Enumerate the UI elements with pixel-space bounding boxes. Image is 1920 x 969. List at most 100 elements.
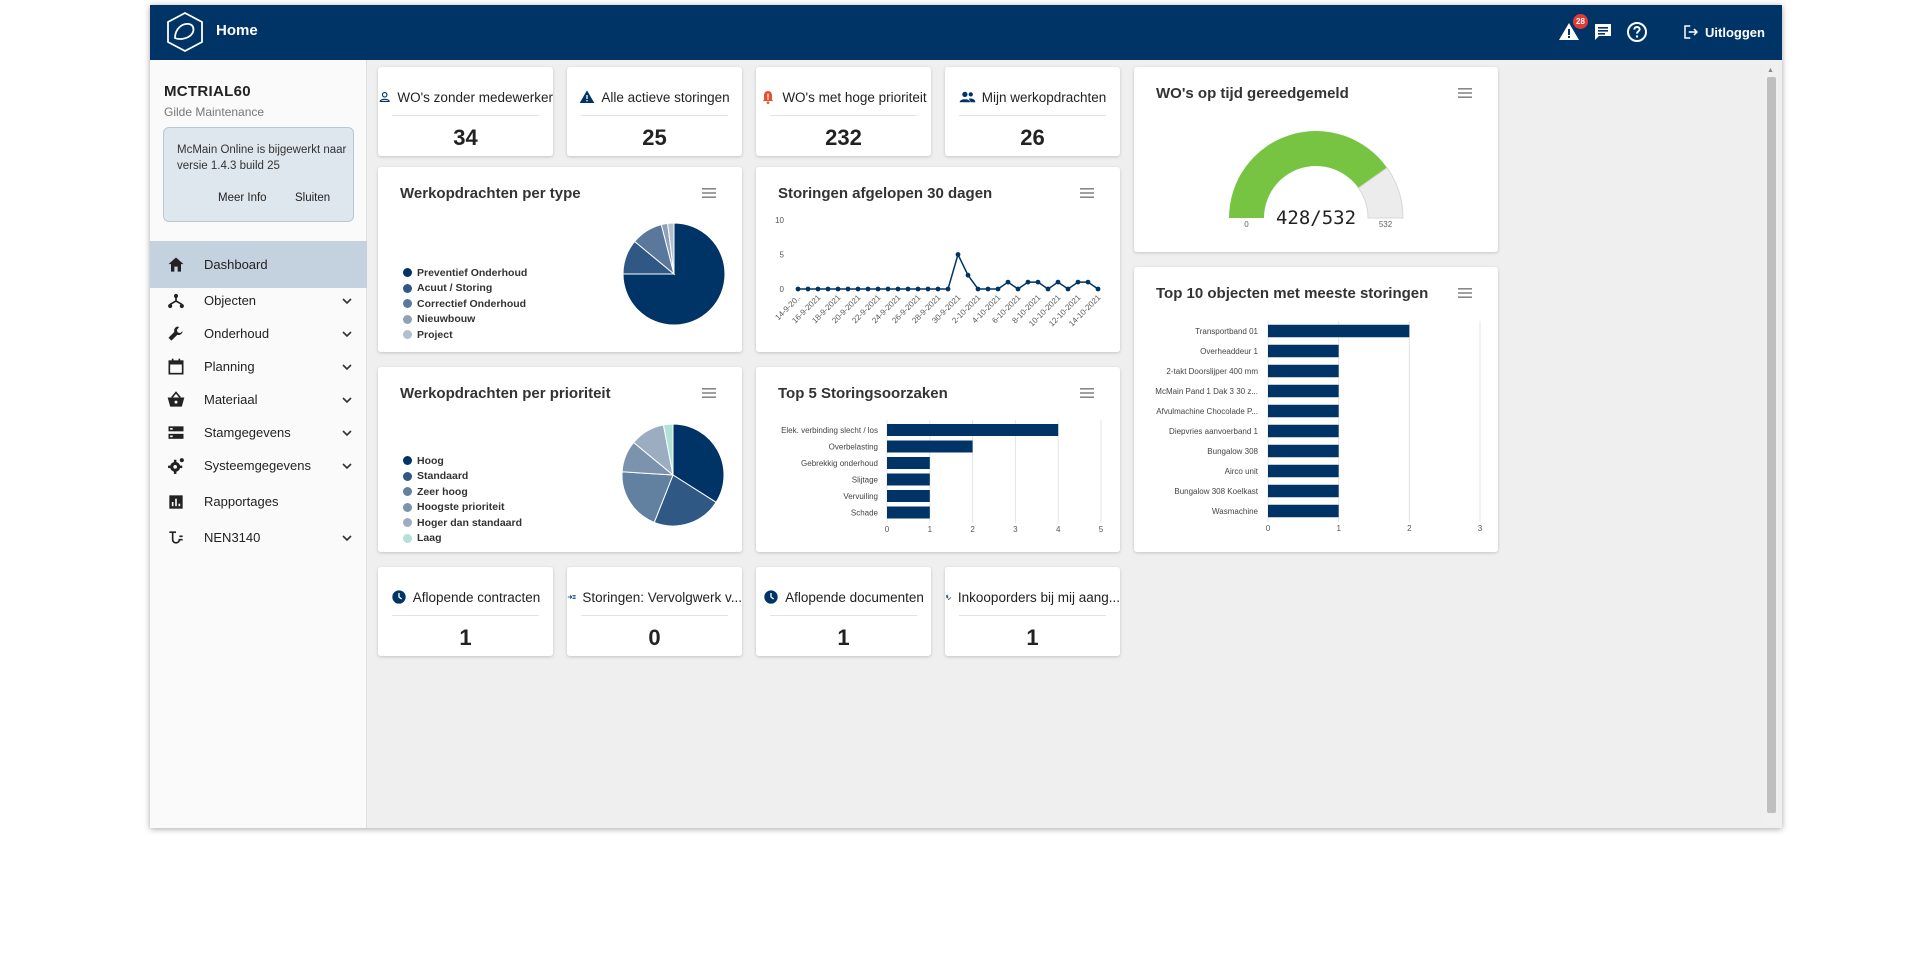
data-point[interactable] <box>895 286 901 292</box>
data-point[interactable] <box>1075 279 1081 285</box>
data-point[interactable] <box>1055 279 1061 285</box>
data-point[interactable] <box>1025 279 1031 285</box>
bar[interactable] <box>1268 484 1339 498</box>
data-point[interactable] <box>1005 279 1011 285</box>
data-point[interactable] <box>1095 286 1101 292</box>
scrollbar-thumb[interactable] <box>1767 77 1776 813</box>
legend-item[interactable]: Project <box>403 327 527 343</box>
kpi-card[interactable]: Aflopende documenten 1 <box>756 567 931 656</box>
help-icon[interactable] <box>1625 20 1649 44</box>
legend-item[interactable]: Correctief Onderhoud <box>403 296 527 312</box>
data-point[interactable] <box>1045 286 1051 292</box>
pie-slice[interactable] <box>633 223 675 276</box>
sidebar-item-dashboard[interactable]: Dashboard <box>150 241 367 288</box>
bar[interactable] <box>887 473 930 486</box>
menu-icon[interactable] <box>1458 87 1472 99</box>
legend-item[interactable]: Hoger dan standaard <box>403 515 522 531</box>
data-point[interactable] <box>965 272 971 278</box>
bar[interactable] <box>1268 424 1339 438</box>
legend-item[interactable]: Acuut / Storing <box>403 281 527 297</box>
bar[interactable] <box>887 424 1059 436</box>
data-point[interactable] <box>1035 279 1041 285</box>
sidebar-item-systeemgegevens[interactable]: Systeemgegevens <box>150 442 367 489</box>
bar[interactable] <box>1268 504 1339 518</box>
data-point[interactable] <box>995 286 1001 292</box>
data-point[interactable] <box>835 286 841 292</box>
pie-slice[interactable] <box>622 222 726 326</box>
data-point[interactable] <box>1015 286 1021 292</box>
menu-icon[interactable] <box>1080 187 1094 199</box>
menu-icon[interactable] <box>702 387 716 399</box>
pie-slice[interactable] <box>622 240 676 275</box>
sidebar-item-rapportages[interactable]: Rapportages <box>150 478 367 525</box>
data-point[interactable] <box>915 286 921 292</box>
data-point[interactable] <box>885 286 891 292</box>
data-point[interactable] <box>795 286 801 292</box>
kpi-card[interactable]: Alle actieve storingen 25 <box>567 67 742 156</box>
pie-slice[interactable] <box>667 222 675 275</box>
data-point[interactable] <box>815 286 821 292</box>
pie-slice[interactable] <box>662 423 674 476</box>
data-point[interactable] <box>805 286 811 292</box>
close-notice-button[interactable]: Sluiten <box>295 192 331 204</box>
legend-item[interactable]: Nieuwbouw <box>403 312 527 328</box>
main-scrollbar[interactable]: ▲ <box>1764 67 1778 826</box>
sidebar-item-nen3140[interactable]: NEN3140 <box>150 514 367 561</box>
kpi-card[interactable]: WO's zonder medewerker 34 <box>378 67 553 156</box>
chat-icon[interactable] <box>1591 20 1615 44</box>
app-logo-icon[interactable] <box>164 11 206 53</box>
data-point[interactable] <box>905 286 911 292</box>
menu-icon[interactable] <box>1080 387 1094 399</box>
pie-slice[interactable] <box>621 471 674 524</box>
data-point[interactable] <box>975 286 981 292</box>
data-point[interactable] <box>1065 286 1071 292</box>
pie-slice[interactable] <box>672 423 725 504</box>
data-point[interactable] <box>865 286 871 292</box>
gauge-value-arc[interactable] <box>1229 131 1388 218</box>
scroll-up-icon[interactable]: ▲ <box>1767 67 1774 74</box>
menu-icon[interactable] <box>1458 287 1472 299</box>
sidebar-item-onderhoud[interactable]: Onderhoud <box>150 310 367 357</box>
legend-item[interactable]: Hoogste prioriteit <box>403 500 522 516</box>
kpi-card[interactable]: Mijn werkopdrachten 26 <box>945 67 1120 156</box>
data-point[interactable] <box>855 286 861 292</box>
legend-item[interactable]: Laag <box>403 531 522 547</box>
bar[interactable] <box>1268 364 1339 378</box>
data-point[interactable] <box>945 286 951 292</box>
data-point[interactable] <box>955 252 961 257</box>
logout-button[interactable]: Uitloggen <box>1682 18 1765 46</box>
pie-slice[interactable] <box>621 441 675 476</box>
data-point[interactable] <box>985 286 991 292</box>
bar[interactable] <box>887 506 930 519</box>
bar[interactable] <box>887 490 930 502</box>
kpi-card[interactable]: $ Inkooporders bij mij aang... 1 <box>945 567 1120 656</box>
data-point[interactable] <box>935 286 941 292</box>
sidebar-item-materiaal[interactable]: Materiaal <box>150 376 367 423</box>
pie-slice[interactable] <box>653 474 717 527</box>
data-point[interactable] <box>845 286 851 292</box>
bar[interactable] <box>1268 444 1339 458</box>
bar[interactable] <box>887 457 930 469</box>
bar[interactable] <box>1268 404 1339 418</box>
legend-item[interactable]: Hoog <box>403 453 522 469</box>
more-info-button[interactable]: Meer Info <box>218 192 267 204</box>
bar[interactable] <box>1268 384 1339 398</box>
kpi-card[interactable]: Storingen: Vervolgwerk v... 0 <box>567 567 742 656</box>
sidebar-item-planning[interactable]: Planning <box>150 343 367 390</box>
legend-item[interactable]: Preventief Onderhoud <box>403 265 527 281</box>
legend-item[interactable]: Zeer hoog <box>403 484 522 500</box>
pie-slice[interactable] <box>660 222 675 275</box>
bar[interactable] <box>1268 324 1410 338</box>
bar[interactable] <box>887 440 973 453</box>
data-point[interactable] <box>825 286 831 292</box>
kpi-card[interactable]: Aflopende contracten 1 <box>378 567 553 656</box>
legend-item[interactable]: Standaard <box>403 469 522 485</box>
sidebar-item-stamgegevens[interactable]: Stamgegevens <box>150 409 367 456</box>
menu-icon[interactable] <box>702 187 716 199</box>
kpi-card[interactable]: WO's met hoge prioriteit 232 <box>756 67 931 156</box>
bar[interactable] <box>1268 464 1339 478</box>
sidebar-item-objecten[interactable]: Objecten <box>150 277 367 324</box>
pie-slice[interactable] <box>632 424 674 477</box>
alert-warning-icon[interactable] <box>1557 20 1581 44</box>
data-point[interactable] <box>925 286 931 292</box>
